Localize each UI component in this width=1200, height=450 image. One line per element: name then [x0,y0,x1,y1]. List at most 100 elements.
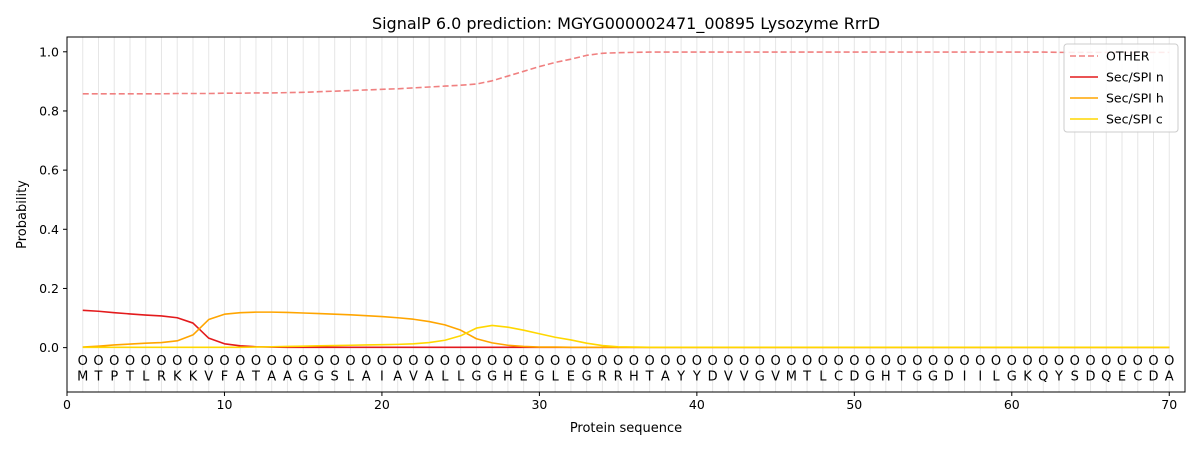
x-tick-label: 20 [374,397,390,412]
region-marker: O [235,354,245,369]
residue-label: V [409,370,418,385]
region-marker: O [267,354,277,369]
residue-label: D [1086,370,1096,385]
region-marker: O [471,354,481,369]
residue-label: T [94,370,103,385]
region-marker: O [1022,354,1032,369]
region-marker: O [944,354,954,369]
series-line-3 [82,324,1170,349]
region-marker: O [739,354,749,369]
residue-label: A [362,370,371,385]
y-tick-label: 0.2 [39,281,59,296]
residue-label: C [1133,370,1142,385]
residue-label: G [582,370,592,385]
region-marker: O [377,354,387,369]
residue-label: T [251,370,260,385]
region-marker: O [141,354,151,369]
residue-label: G [487,370,497,385]
residue-label: A [267,370,276,385]
y-tick-label: 0.4 [39,222,59,237]
region-marker: O [424,354,434,369]
residue-label: S [1071,370,1079,385]
residue-label: R [157,370,166,385]
residue-label: G [298,370,308,385]
region-marker: O [156,354,166,369]
residue-label: T [645,370,654,385]
residue-label: M [786,370,797,385]
residue-label: L [457,370,465,385]
y-tick-label: 1.0 [39,44,59,59]
region-marker: O [707,354,717,369]
region-marker: O [440,354,450,369]
residue-label: K [1023,370,1032,385]
region-marker: O [314,354,324,369]
residue-label: C [834,370,843,385]
residue-label: E [1118,370,1126,385]
x-tick-label: 10 [217,397,233,412]
region-marker: O [629,354,639,369]
residue-label: T [802,370,811,385]
residue-label: H [503,370,513,385]
region-marker: O [928,354,938,369]
residue-label: G [314,370,324,385]
residue-label: Q [1101,370,1111,385]
residue-label: E [520,370,528,385]
y-axis-label: Probability [15,180,30,249]
residue-label: A [393,370,402,385]
residue-label: G [755,370,765,385]
residue-label: S [331,370,339,385]
region-marker: O [613,354,623,369]
residue-label: T [125,370,134,385]
residue-label: V [204,370,213,385]
region-marker: O [172,354,182,369]
residue-label: L [142,370,150,385]
residue-label: F [221,370,228,385]
region-marker: O [219,354,229,369]
region-marker: O [660,354,670,369]
region-marker: O [755,354,765,369]
legend-label-0: OTHER [1106,49,1150,64]
residue-label: G [865,370,875,385]
region-marker: O [487,354,497,369]
region-marker: O [534,354,544,369]
x-tick-label: 50 [846,397,862,412]
region-marker: O [1038,354,1048,369]
region-marker: O [408,354,418,369]
residue-label: A [1165,370,1174,385]
residue-label: A [236,370,245,385]
region-marker: O [550,354,560,369]
residue-label: L [347,370,355,385]
region-marker: O [881,354,891,369]
region-marker: O [833,354,843,369]
region-marker: O [298,354,308,369]
region-marker: O [204,354,214,369]
residue-label: T [897,370,906,385]
region-marker: O [1148,354,1158,369]
region-marker: O [849,354,859,369]
region-marker: O [1164,354,1174,369]
residue-label: L [819,370,827,385]
plot-frame [66,36,1186,393]
residue-label: V [771,370,780,385]
region-marker: O [125,354,135,369]
x-tick-label: 40 [689,397,705,412]
region-marker: O [345,354,355,369]
residue-label: V [740,370,749,385]
region-marker: O [582,354,592,369]
region-marker: O [770,354,780,369]
region-marker: O [676,354,686,369]
region-marker: O [896,354,906,369]
series-line-0 [82,51,1170,95]
residue-label: L [552,370,560,385]
region-marker: O [723,354,733,369]
residue-label: D [849,370,859,385]
y-tick-label: 0.8 [39,103,59,118]
region-marker: O [330,354,340,369]
region-marker: O [1101,354,1111,369]
region-marker: O [1117,354,1127,369]
residue-label: Y [1054,370,1063,385]
residue-label: K [189,370,198,385]
region-marker: O [519,354,529,369]
